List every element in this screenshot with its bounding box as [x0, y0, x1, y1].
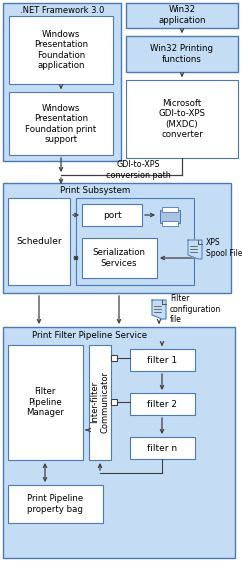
Text: port: port [103, 211, 121, 220]
Bar [8, 345, 83, 460]
Bar [89, 345, 111, 460]
Text: GDI-to-XPS
conversion path: GDI-to-XPS conversion path [106, 160, 170, 180]
Text: Windows
Presentation
Foundation print
support: Windows Presentation Foundation print su… [25, 104, 97, 144]
Polygon shape [188, 240, 202, 259]
Text: Print Subsystem: Print Subsystem [60, 185, 130, 195]
Text: Filter
configuration
file: Filter configuration file [170, 294, 221, 324]
Text: Print Pipeline
property bag: Print Pipeline property bag [27, 494, 83, 514]
Bar [162, 207, 178, 212]
Bar [130, 437, 195, 459]
Bar [3, 3, 121, 161]
Text: filter 1: filter 1 [147, 356, 177, 365]
Bar [9, 92, 113, 155]
Bar [126, 36, 238, 72]
Text: filter n: filter n [147, 443, 177, 452]
Text: Inter-filter
Communicator: Inter-filter Communicator [90, 371, 110, 433]
Text: Filter
Pipeline
Manager: Filter Pipeline Manager [26, 387, 64, 417]
Text: Serialization
Services: Serialization Services [92, 248, 145, 267]
Bar [8, 198, 70, 285]
Text: Print Filter Pipeline Service: Print Filter Pipeline Service [32, 331, 148, 340]
Text: Win32
application: Win32 application [158, 5, 206, 24]
Bar [160, 210, 180, 223]
Bar [162, 221, 178, 226]
Bar [8, 485, 103, 523]
Text: Microsoft
GDI-to-XPS
(MXDC)
converter: Microsoft GDI-to-XPS (MXDC) converter [159, 99, 205, 139]
Bar [3, 327, 235, 558]
Text: Scheduler: Scheduler [16, 237, 62, 245]
Text: Win32 Printing
functions: Win32 Printing functions [151, 44, 213, 64]
Text: XPS
Spool File: XPS Spool File [206, 238, 242, 258]
Text: .NET Framework 3.0: .NET Framework 3.0 [20, 6, 104, 14]
Bar [9, 16, 113, 84]
Bar [126, 80, 238, 158]
Bar [76, 198, 194, 285]
Bar [82, 204, 142, 226]
Bar [130, 349, 195, 371]
Text: Windows
Presentation
Foundation
application: Windows Presentation Foundation applicat… [34, 30, 88, 70]
Polygon shape [152, 300, 166, 319]
Bar [111, 355, 117, 361]
Bar [130, 393, 195, 415]
Bar [3, 183, 231, 293]
Bar [126, 3, 238, 28]
Bar [82, 238, 157, 278]
Text: filter 2: filter 2 [147, 399, 177, 409]
Bar [111, 399, 117, 405]
